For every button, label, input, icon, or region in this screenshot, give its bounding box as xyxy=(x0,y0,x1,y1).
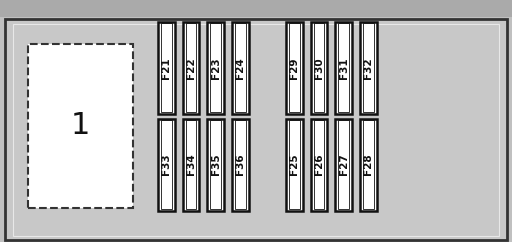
Text: F31: F31 xyxy=(338,57,349,79)
Bar xyxy=(210,120,221,209)
Bar xyxy=(234,23,246,112)
Bar xyxy=(286,22,303,114)
Bar xyxy=(161,23,172,112)
Bar xyxy=(289,23,300,112)
Text: F34: F34 xyxy=(186,154,196,175)
Bar xyxy=(28,44,133,208)
Bar xyxy=(231,22,249,114)
Bar xyxy=(362,120,374,209)
Bar xyxy=(13,24,499,236)
Bar xyxy=(0,0,512,17)
Text: F35: F35 xyxy=(210,154,221,175)
Text: F33: F33 xyxy=(161,154,172,175)
Bar xyxy=(289,120,300,209)
Bar xyxy=(359,22,377,114)
Bar xyxy=(335,22,352,114)
Text: F26: F26 xyxy=(314,154,324,175)
Bar xyxy=(362,23,374,112)
Bar xyxy=(310,22,328,114)
Bar xyxy=(207,119,224,211)
Text: F24: F24 xyxy=(235,57,245,79)
Bar xyxy=(313,23,325,112)
Text: 1: 1 xyxy=(71,111,90,140)
Bar xyxy=(161,120,172,209)
Bar xyxy=(207,22,224,114)
Bar xyxy=(313,120,325,209)
Bar xyxy=(185,120,197,209)
Text: F27: F27 xyxy=(338,154,349,175)
Bar xyxy=(210,23,221,112)
Text: F32: F32 xyxy=(363,57,373,79)
Text: F23: F23 xyxy=(210,57,221,79)
Text: F29: F29 xyxy=(289,57,300,78)
Bar xyxy=(158,22,175,114)
Text: F28: F28 xyxy=(363,154,373,175)
Bar xyxy=(338,120,349,209)
Bar xyxy=(286,119,303,211)
Text: F22: F22 xyxy=(186,57,196,79)
Text: F36: F36 xyxy=(235,154,245,175)
Bar xyxy=(231,119,249,211)
Bar xyxy=(310,119,328,211)
Bar xyxy=(158,119,175,211)
Text: F25: F25 xyxy=(289,154,300,175)
Text: F21: F21 xyxy=(161,57,172,79)
Bar xyxy=(338,23,349,112)
Bar xyxy=(234,120,246,209)
Text: F30: F30 xyxy=(314,57,324,79)
Bar xyxy=(182,119,199,211)
Bar xyxy=(185,23,197,112)
Bar xyxy=(359,119,377,211)
Bar xyxy=(335,119,352,211)
Bar xyxy=(182,22,199,114)
